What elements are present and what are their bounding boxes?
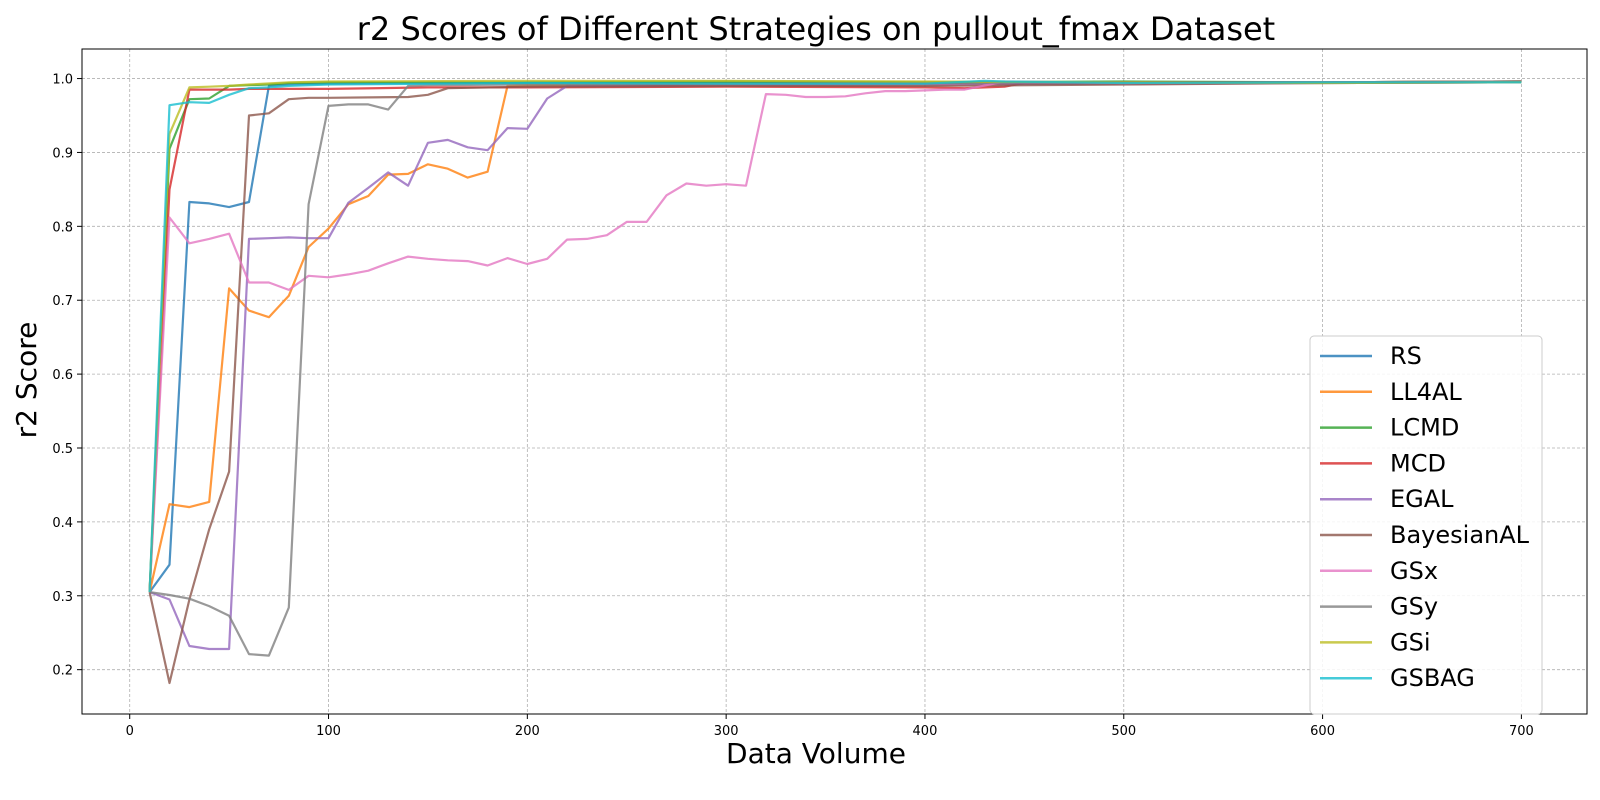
series-line-gsx bbox=[148, 80, 1522, 593]
legend: RS LL4AL LCMD MCD EGAL BayesianAL GSx GSy GSi GSB… bbox=[1309, 335, 1543, 715]
series-lines bbox=[148, 79, 1522, 685]
x-tick-label: 300 bbox=[714, 724, 739, 739]
y-tick-label: 1.0 bbox=[52, 73, 73, 88]
legend-label: GSBAG bbox=[1390, 664, 1475, 692]
y-tick-label: 0.7 bbox=[52, 294, 73, 309]
legend-label: LL4AL bbox=[1390, 378, 1462, 406]
legend-label: GSi bbox=[1390, 628, 1431, 656]
x-tick-label: 500 bbox=[1111, 724, 1136, 739]
y-tick-label: 0.5 bbox=[52, 442, 73, 457]
legend-label: RS bbox=[1390, 342, 1422, 370]
y-tick-label: 0.8 bbox=[52, 220, 73, 235]
y-tick-label: 0.3 bbox=[52, 590, 73, 605]
x-tick-label: 100 bbox=[316, 724, 341, 739]
legend-label: GSy bbox=[1390, 593, 1438, 621]
legend-label: EGAL bbox=[1390, 485, 1454, 513]
legend-label: GSx bbox=[1390, 557, 1438, 585]
x-axis-label: Data Volume bbox=[726, 737, 906, 770]
series-line-bayesianal bbox=[148, 81, 1522, 685]
x-tick-label: 400 bbox=[913, 724, 938, 739]
x-tick-label: 600 bbox=[1310, 724, 1335, 739]
x-tick-label: 0 bbox=[126, 724, 134, 739]
series-line-gsbag bbox=[148, 79, 1522, 593]
y-tick-label: 0.2 bbox=[52, 664, 73, 679]
y-tick-label: 0.9 bbox=[52, 146, 73, 161]
plot-frame bbox=[81, 48, 1588, 715]
legend-box bbox=[1309, 335, 1543, 715]
x-tick-label: 700 bbox=[1509, 724, 1534, 739]
axis-ticks: 0 100 200 300 400 500 600 700 0.2 0.3 0.4 0.5 0.6 0.7… bbox=[52, 73, 1533, 739]
y-tick-label: 0.6 bbox=[52, 368, 73, 383]
y-tick-label: 0.4 bbox=[52, 516, 73, 531]
y-axis-label: r2 Score bbox=[10, 322, 43, 439]
chart-title: r2 Scores of Different Strategies on pul… bbox=[357, 10, 1275, 48]
x-tick-label: 200 bbox=[515, 724, 540, 739]
legend-label: LCMD bbox=[1390, 414, 1459, 442]
legend-label: MCD bbox=[1390, 449, 1446, 477]
legend-label: BayesianAL bbox=[1390, 521, 1530, 549]
